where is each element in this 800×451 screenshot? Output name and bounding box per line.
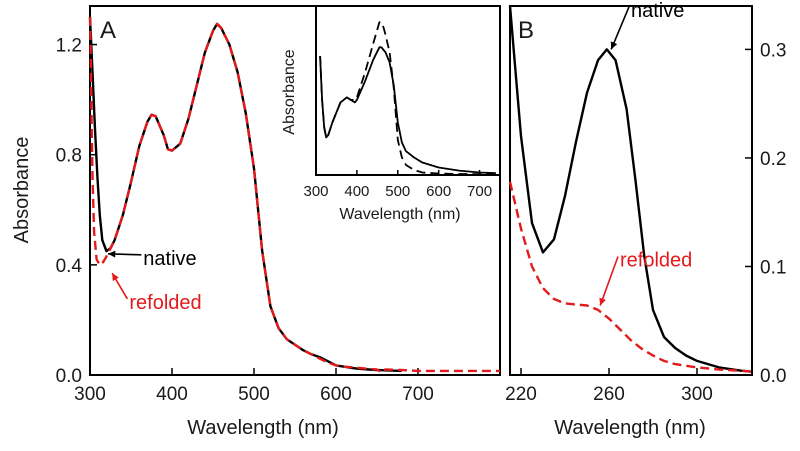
panel-a: A Wavelength (nm) Absorbance 300 400 500 60… xyxy=(11,5,501,439)
panel-b-series-native xyxy=(508,5,753,373)
panel-a-xtick-label: 500 xyxy=(238,384,270,405)
panel-b-refolded-label: refolded xyxy=(620,249,692,271)
panel-a-ytick-label: 0.4 xyxy=(56,256,83,277)
panel-b-native-label: native xyxy=(631,0,684,22)
panel-b-arrow-native xyxy=(610,6,630,50)
panel-a-series-refolded xyxy=(88,16,500,374)
panel-a-xtick-label: 300 xyxy=(74,384,106,405)
panel-b-frame xyxy=(509,5,753,376)
panel-b-label: B xyxy=(518,17,534,44)
panel-a-ytick-label: 0.0 xyxy=(56,366,82,387)
panel-b-ytick-label: 0.0 xyxy=(760,366,786,387)
panel-a-native-label: native xyxy=(143,248,196,270)
panel-b-arrows xyxy=(599,6,630,306)
panel-a-xlabel: Wavelength (nm) xyxy=(187,417,339,439)
panel-a-ytick-label: 0.8 xyxy=(56,146,82,167)
panel-b-xtick-label: 220 xyxy=(505,384,537,405)
panel-a-ylabel: Absorbance xyxy=(11,137,33,244)
panel-b-series-refolded xyxy=(508,181,753,373)
panel-b-xtick-label: 260 xyxy=(593,384,625,405)
panel-b-ytick-label: 0.1 xyxy=(760,257,786,278)
inset-xtick-label: 400 xyxy=(344,183,369,200)
panel-a-refolded-label: refolded xyxy=(129,292,201,314)
panel-a-xtick-label: 600 xyxy=(320,384,352,405)
inset-xtick-label: 300 xyxy=(303,183,328,200)
panel-a-arrowhead-native xyxy=(108,250,116,258)
inset-ticks: 300 400 500 600 700 xyxy=(303,170,492,200)
inset-xtick-label: 700 xyxy=(467,183,492,200)
panel-a-label: A xyxy=(100,17,116,44)
panel-a-frame xyxy=(89,5,501,376)
inset-frame xyxy=(315,5,501,176)
panel-a-arrows xyxy=(108,250,142,300)
inset-xtick-label: 600 xyxy=(426,183,451,200)
panel-b-ytick-label: 0.3 xyxy=(760,40,786,61)
inset-series-refolded xyxy=(319,21,496,176)
inset-series-native xyxy=(319,46,496,174)
panel-b-ticks: 220 260 300 0.0 0.1 0.2 0.3 xyxy=(505,40,786,405)
inset-ylabel: Absorbance xyxy=(281,49,298,134)
panel-a-series xyxy=(88,16,500,374)
inset-xlabel: Wavelength (nm) xyxy=(339,206,460,223)
panel-b-ytick-label: 0.2 xyxy=(760,149,786,170)
panel-a-arrowhead-refolded xyxy=(112,273,119,282)
panel-a-ytick-label: 1.2 xyxy=(56,36,82,57)
panel-b-xlabel: Wavelength (nm) xyxy=(554,417,706,439)
panel-a-xtick-label: 700 xyxy=(402,384,434,405)
panel-b-arrow-refolded xyxy=(599,256,619,306)
inset-xtick-label: 500 xyxy=(385,183,410,200)
panel-b-arrowhead-refolded xyxy=(599,297,606,306)
panel-b-xtick-label: 300 xyxy=(681,384,713,405)
panel-b-arrowhead-native xyxy=(610,41,618,50)
panel-a-xtick-label: 400 xyxy=(156,384,188,405)
inset-series xyxy=(319,21,496,176)
panel-b-series xyxy=(508,5,753,373)
inset: Absorbance Wavelength (nm) 300 400 500 600 7… xyxy=(281,5,501,223)
panel-b: B Wavelength (nm) 220 260 3000.00.10.20.3 … xyxy=(505,0,786,439)
